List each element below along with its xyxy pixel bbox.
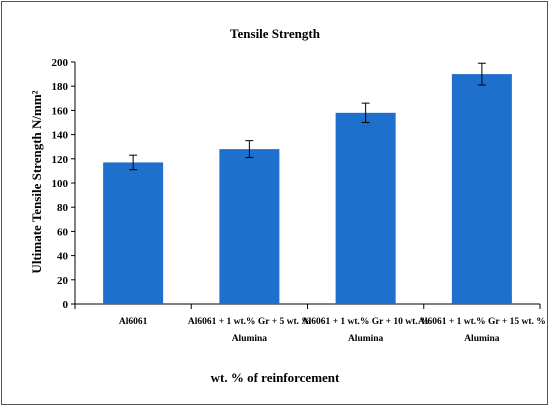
- x-tick-label: Al6061: [118, 317, 148, 327]
- y-tick-label: 180: [52, 81, 69, 93]
- y-tick-label: 100: [52, 178, 69, 190]
- chart-title: Tensile Strength: [230, 26, 320, 41]
- bar: [451, 74, 512, 304]
- y-tick-label: 60: [57, 226, 69, 238]
- bar: [335, 112, 396, 304]
- x-tick-label: Al6061 + 1 wt.% Gr + 15 wt. % Alumina: [417, 317, 546, 344]
- x-axis-title: wt. % of reinforcement: [210, 370, 340, 385]
- y-tick-label: 40: [57, 251, 69, 263]
- y-tick-label: 200: [52, 57, 69, 69]
- x-tick-label: Al6061 + 1 wt.% Gr + 5 wt. % Alumina: [187, 317, 311, 344]
- y-tick-label: 160: [52, 105, 69, 117]
- y-tick-label: 0: [63, 299, 69, 311]
- x-tick-label: Al6061 + 1 wt.% Gr + 10 wt. % Alumina: [301, 317, 430, 344]
- y-tick-label: 120: [52, 154, 69, 166]
- y-tick-label: 20: [57, 275, 69, 287]
- bar: [103, 162, 164, 304]
- y-tick-label: 140: [52, 130, 69, 142]
- y-tick-label: 80: [57, 202, 69, 214]
- bar: [219, 149, 280, 304]
